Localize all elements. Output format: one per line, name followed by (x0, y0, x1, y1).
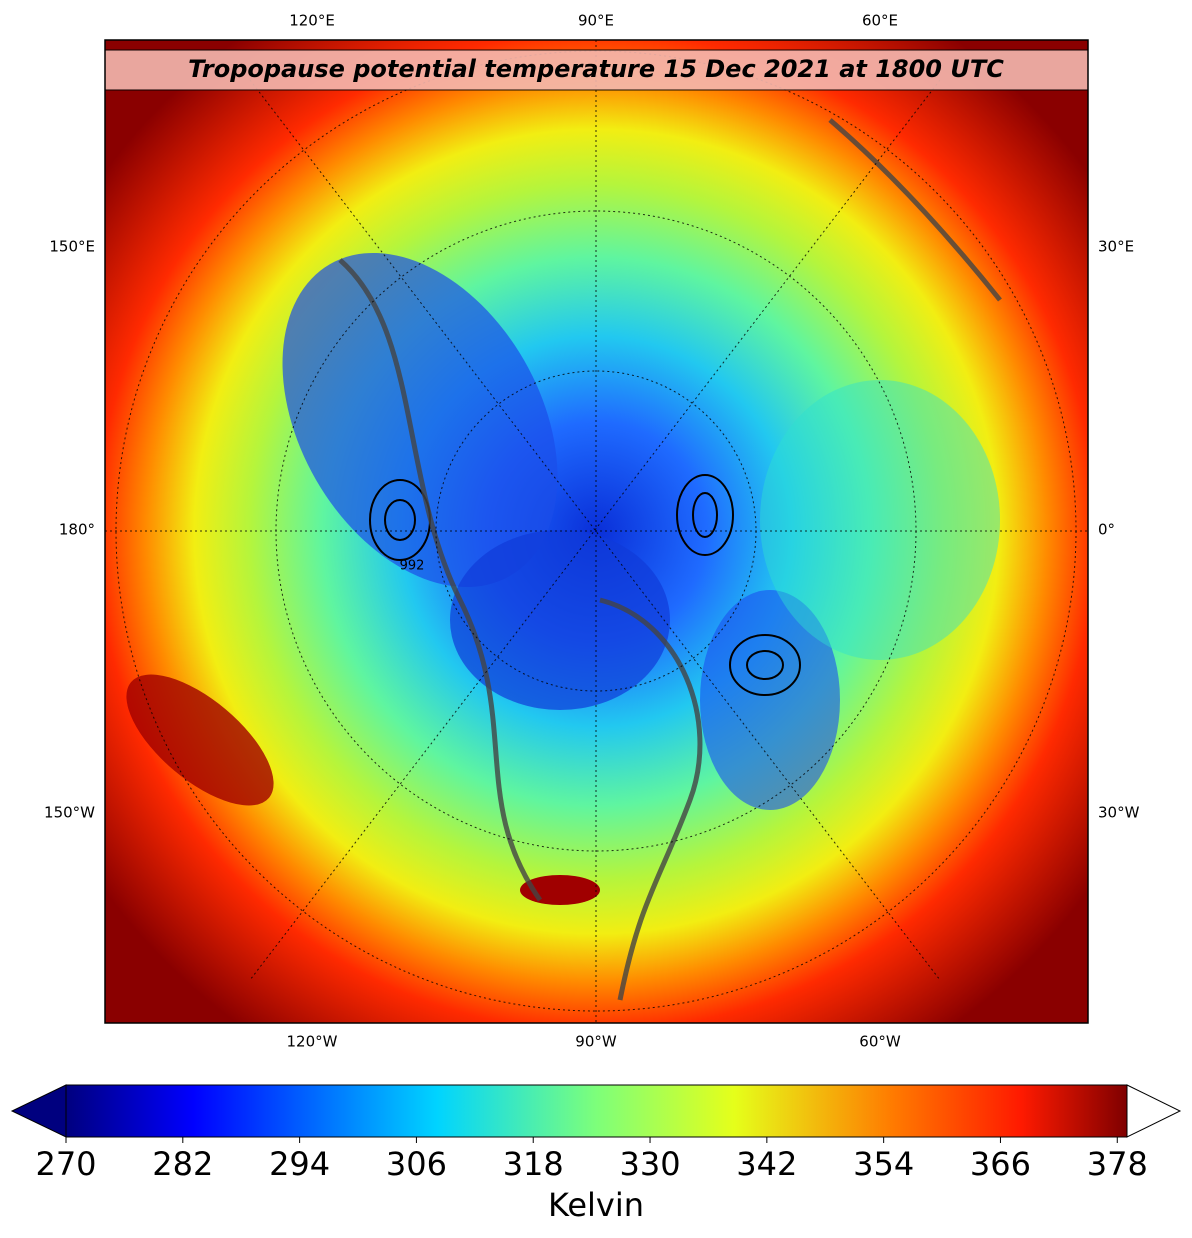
lon-label: 60°W (859, 1033, 901, 1051)
lon-label: 120°E (289, 12, 335, 30)
colorbar-tick-label: 282 (152, 1145, 213, 1183)
lon-label: 120°W (287, 1033, 338, 1051)
colorbar-tick-label: 270 (35, 1145, 96, 1183)
colorbar-tick-label: 330 (619, 1145, 680, 1183)
lon-label: 150°W (44, 804, 95, 822)
colorbar-tick-label: 306 (386, 1145, 447, 1183)
colorbar-label: Kelvin (548, 1186, 644, 1224)
contour-label: 992 (400, 559, 425, 574)
colorbar-extend-high (1126, 1084, 1182, 1138)
lon-label: 60°E (862, 12, 898, 30)
lon-label: 150°E (49, 238, 95, 256)
colorbar-tick-label: 318 (503, 1145, 564, 1183)
colorbar-tick-label: 378 (1087, 1145, 1148, 1183)
lon-label: 0° (1098, 521, 1115, 539)
colorbar-tick-label: 366 (970, 1145, 1031, 1183)
colorbar-tick-label: 342 (736, 1145, 797, 1183)
colorbar-tick-label: 294 (269, 1145, 330, 1183)
lon-label: 30°E (1098, 238, 1134, 256)
lon-label: 90°E (578, 12, 614, 30)
colorbar-extend-low (10, 1084, 67, 1138)
lon-label: 30°W (1098, 804, 1140, 822)
map-field (105, 40, 1088, 1023)
lon-label: 180° (59, 521, 95, 539)
title: Tropopause potential temperature 15 Dec … (188, 55, 1004, 83)
colorbar (65, 1084, 1128, 1138)
lon-label: 90°W (575, 1033, 617, 1051)
colorbar-tick-label: 354 (853, 1145, 914, 1183)
map-frame (104, 39, 1089, 1024)
